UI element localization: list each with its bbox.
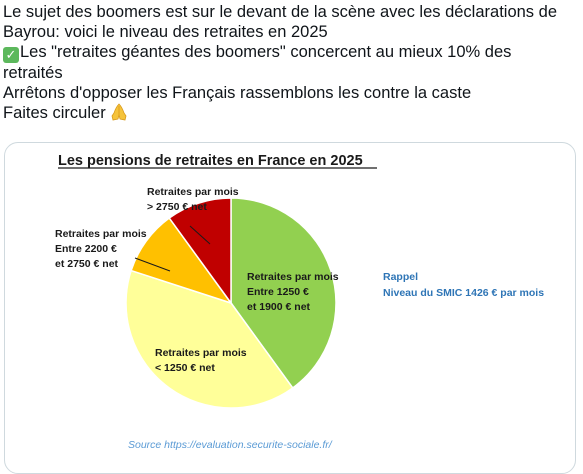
pie-slices (125, 197, 337, 409)
chart-title: Les pensions de retraites en France en 2… (58, 153, 363, 169)
post-line-5: Arrêtons d'opposer les Français rassembl… (3, 84, 472, 102)
slice-label-1: Retraites par mois < 1250 € net (155, 347, 247, 374)
post-line-6: Faites circuler (3, 103, 581, 126)
post-line-6-text: Faites circuler (3, 104, 106, 122)
slice-label-2-line-1: Entre 2200 € (55, 243, 117, 255)
post-line-3-text: Les "retraites géantes des boomers" conc… (20, 43, 512, 61)
post-image-card[interactable]: Les pensions de retraites en France en 2… (4, 142, 576, 474)
folded-hands-icon (110, 103, 128, 126)
label-pointer-orange (134, 257, 171, 272)
post-line-2: Bayrou: voici le niveau des retraites en… (3, 23, 328, 41)
slice-label-3-line-0: Retraites par mois (147, 186, 239, 198)
slice-label-0: Retraites par mois Entre 1250 € et 1900 € … (247, 271, 339, 313)
note-title: Rappel (383, 271, 418, 283)
slice-label-2-line-0: Retraites par mois (55, 228, 147, 240)
chart-source: Source https://evaluation.securite-socia… (128, 439, 333, 451)
slice-label-0-line-1: Entre 1250 € (247, 286, 309, 298)
pie-slice-0 (230, 197, 337, 389)
white-check-mark-icon: ✓ (3, 47, 19, 63)
slice-label-0-line-2: et 1900 € net (247, 301, 311, 313)
slice-label-1-line-1: < 1250 € net (155, 362, 215, 374)
pension-pie-chart: Les pensions de retraites en France en 2… (55, 153, 544, 451)
label-pointer-red (189, 225, 211, 245)
slice-label-2: Retraites par mois Entre 2200 € et 2750 € … (55, 228, 147, 270)
post-line-3: ✓ Les "retraites géantes des boomers" con… (3, 42, 581, 63)
slice-label-0-line-0: Retraites par mois (247, 271, 339, 283)
note-text: Niveau du SMIC 1426 € par mois (383, 287, 544, 299)
slice-label-1-line-0: Retraites par mois (155, 347, 247, 359)
post-text: Le sujet des boomers est sur le devant d… (3, 2, 581, 126)
slice-label-3-line-1: > 2750 € net (147, 201, 207, 213)
pie-slice-1 (125, 269, 294, 409)
slice-label-2-line-2: et 2750 € net (55, 258, 119, 270)
post-line-1: Le sujet des boomers est sur le devant d… (3, 3, 557, 21)
slice-labels: Retraites par mois Entre 1250 € et 1900 € … (55, 186, 339, 374)
pie-slice-3 (168, 197, 232, 306)
post-line-4: retraités (3, 64, 63, 82)
slice-label-3: Retraites par mois > 2750 € net (147, 186, 239, 213)
